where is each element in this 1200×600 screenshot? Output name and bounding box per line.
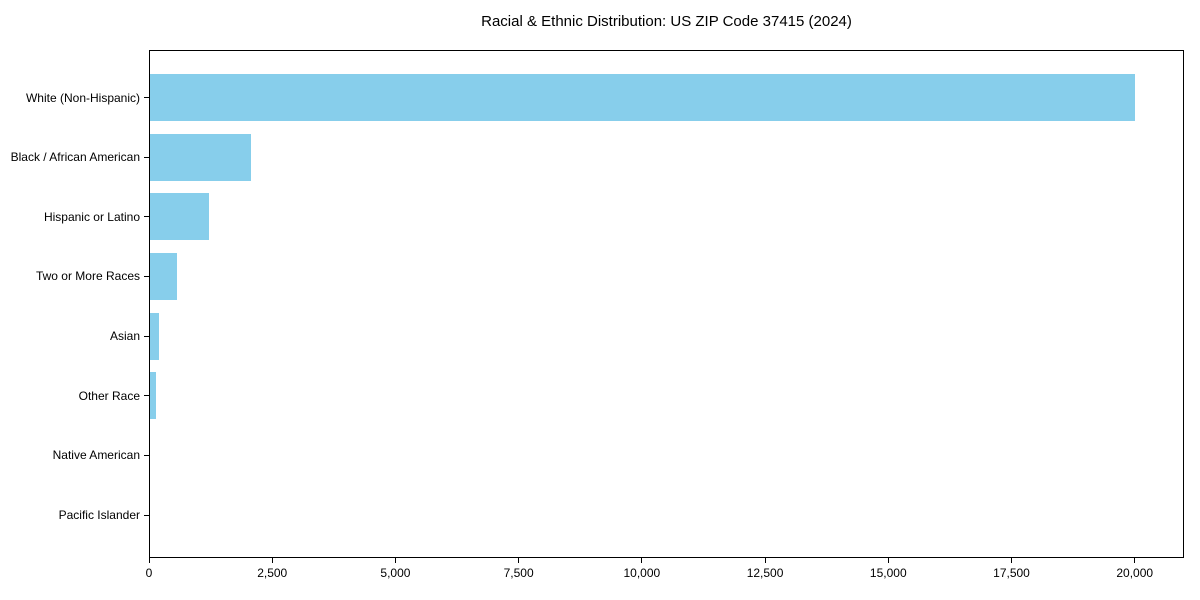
x-tick-label-7500: 7,500 <box>503 566 534 580</box>
y-tick-mark <box>144 275 149 277</box>
x-tick-mark <box>148 558 150 563</box>
x-tick-label-2500: 2,500 <box>257 566 288 580</box>
y-tick-mark <box>144 97 149 98</box>
bar-white-non-hispanic <box>150 74 1135 121</box>
x-tick-label-15000: 15,000 <box>869 566 907 580</box>
x-tick-mark <box>641 558 643 563</box>
x-tick-mark <box>1011 558 1012 563</box>
x-tick-mark <box>271 558 273 563</box>
x-tick-label-17500: 17,500 <box>993 566 1030 580</box>
y-tick-label-hispanic-or-latino: Hispanic or Latino <box>43 209 140 224</box>
y-tick-label-asian: Asian <box>109 329 140 344</box>
y-tick-label-black-african-american: Black / African American <box>10 150 140 165</box>
y-tick-mark <box>144 395 149 397</box>
x-tick-mark <box>394 558 396 563</box>
y-tick-label-two-or-more-races: Two or More Races <box>35 269 140 284</box>
x-tick-label-12500: 12,500 <box>746 566 784 580</box>
y-tick-mark <box>144 216 149 218</box>
y-tick-label-white-non-hispanic: White (Non-Hispanic) <box>25 90 140 105</box>
x-tick-label-10000: 10,000 <box>623 566 661 580</box>
plot-area <box>149 50 1184 558</box>
y-tick-mark <box>144 156 149 158</box>
bar-asian <box>150 312 160 360</box>
chart-title: Racial & Ethnic Distribution: US ZIP Cod… <box>481 13 852 30</box>
y-tick-label-native-american: Native American <box>52 448 140 463</box>
y-tick-mark <box>144 454 149 456</box>
bar-two-or-more-races <box>150 252 178 300</box>
bar-black-african-american <box>150 133 252 181</box>
x-tick-label-0: 0 <box>145 566 153 580</box>
x-tick-mark <box>887 558 889 563</box>
y-tick-label-pacific-islander: Pacific Islander <box>58 508 140 522</box>
x-tick-label-5000: 5,000 <box>380 566 411 580</box>
x-tick-mark <box>1134 558 1136 563</box>
y-tick-mark <box>144 335 149 337</box>
y-tick-mark <box>144 514 149 516</box>
x-tick-mark <box>518 558 520 563</box>
x-tick-mark <box>764 558 766 563</box>
x-tick-label-20000: 20,000 <box>1116 566 1154 580</box>
y-tick-label-other-race: Other Race <box>78 388 140 403</box>
bar-hispanic-or-latino <box>150 193 210 241</box>
bar-other-race <box>150 372 156 420</box>
